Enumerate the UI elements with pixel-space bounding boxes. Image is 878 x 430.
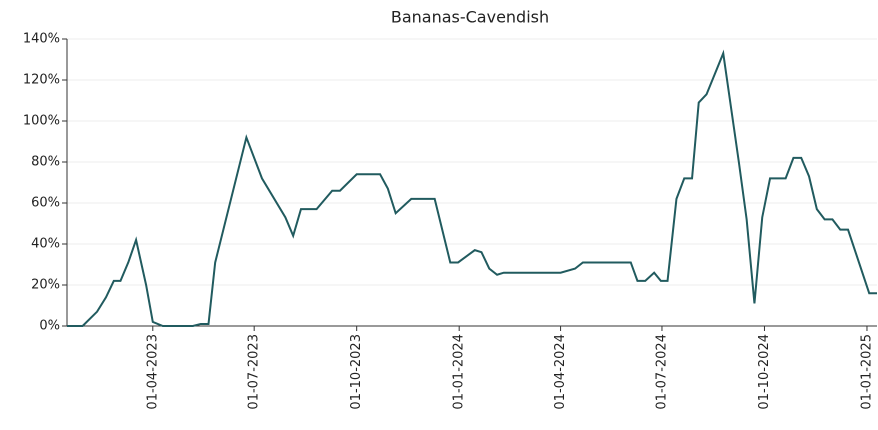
x-tick-label: 01-01-2025 [859,334,874,410]
x-tick-label: 01-07-2024 [654,334,669,410]
data-line [67,49,877,327]
y-tick-label: 0% [39,319,60,334]
x-tick-label: 01-10-2024 [757,334,772,410]
y-tick-label: 100% [23,114,60,129]
x-tick-label: 01-01-2024 [452,334,467,410]
x-tick-label: 01-04-2024 [553,334,568,410]
y-tick-label: 60% [31,196,60,211]
y-tick-label: 20% [31,278,60,293]
y-tick-label: 140% [23,32,60,47]
chart-title: Bananas-Cavendish [391,8,549,27]
y-tick-label: 80% [31,155,60,170]
y-tick-label: 40% [31,237,60,252]
x-tick-label: 01-04-2023 [145,334,160,410]
x-tick-label: 01-07-2023 [247,334,262,410]
x-tick-label: 01-10-2023 [349,334,364,410]
y-tick-label: 120% [23,73,60,88]
